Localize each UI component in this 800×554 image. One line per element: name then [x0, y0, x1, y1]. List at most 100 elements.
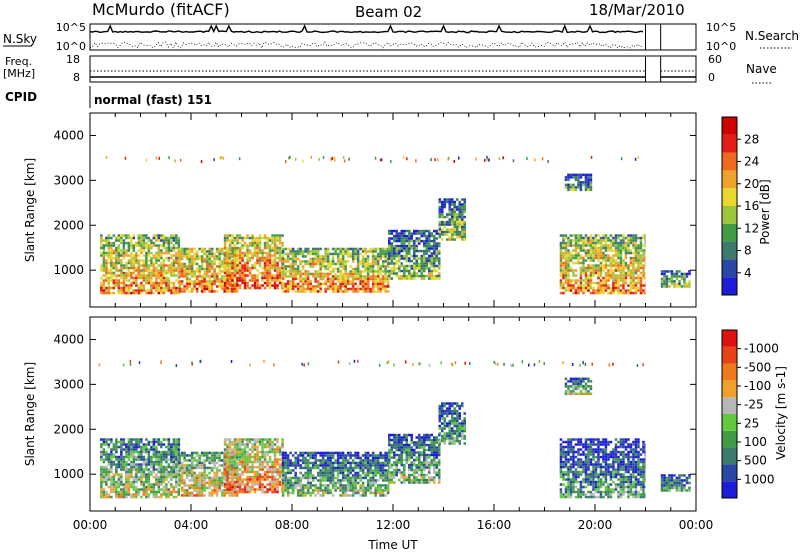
velocity-colorbar-tick-label: -500 [744, 360, 771, 374]
velocity-colorbar-segment [722, 447, 737, 465]
velocity-colorbar-tick-label: -100 [744, 379, 771, 393]
power-colorbar-segment [722, 259, 737, 278]
power-heatmap [100, 114, 691, 306]
scatter-region [564, 377, 593, 396]
date-title: 18/Mar/2010 [589, 1, 685, 19]
x-tick-label: 00:00 [73, 518, 108, 532]
power-colorbar-tick-label: 4 [744, 266, 752, 280]
velocity-colorbar-segment [722, 380, 737, 398]
x-tick-label: 12:00 [376, 518, 411, 532]
y-tick-label: 1000 [53, 263, 84, 277]
velocity-colorbar-segment [722, 481, 737, 498]
nsearch-label: N.Search [745, 29, 799, 43]
data-gap [645, 318, 661, 510]
velocity-panel: 1000 2000 3000 4000 00:00 04:00 08:00 12:00 16:… [23, 316, 714, 552]
nsky-tick-bottom: 10^0 [56, 40, 86, 53]
velocity-colorbar-segment [722, 414, 737, 431]
y-tick-label: 2000 [53, 422, 84, 436]
x-tick-label: 04:00 [174, 518, 209, 532]
velocity-colorbar: 1000 500 100 25 -25 -100 -500 -1000 [721, 329, 779, 499]
velocity-colorbar-frame [721, 329, 738, 499]
power-colorbar-segment [722, 117, 737, 135]
cpid-value: normal (fast) 151 [94, 93, 212, 107]
scatter-region [281, 247, 390, 293]
y-tick-label: 3000 [53, 377, 84, 391]
velocity-colorbar-tick-label: 500 [744, 454, 767, 468]
scatter-region [223, 438, 284, 494]
scatter-region [100, 234, 181, 295]
power-x-ticks [89, 113, 697, 307]
nsky-label: N.Sky [3, 32, 37, 46]
cpid-label: CPID [5, 90, 37, 104]
power-colorbar-segment [722, 152, 737, 171]
x-tick-label: 00:00 [679, 518, 714, 532]
power-colorbar-segment [722, 170, 737, 189]
scatter-region [281, 451, 390, 497]
scatter-region [660, 270, 691, 288]
nsky-frame [89, 23, 697, 51]
velocity-colorbar-tick-label: -25 [744, 398, 764, 412]
velocity-y-axis-label: Slant Range [km] [23, 362, 37, 466]
velocity-colorbar-label: Velocity [m s-1] [774, 366, 788, 460]
sparse-echoes [105, 155, 639, 164]
data-gap [645, 114, 661, 306]
x-tick-label: 08:00 [275, 518, 310, 532]
power-y-ticks: 1000 2000 3000 4000 [53, 128, 696, 277]
scatter-region [438, 402, 466, 445]
power-colorbar-segment [722, 188, 737, 206]
freq-tick-top: 18 [66, 53, 80, 66]
power-colorbar-tick-label: 16 [744, 199, 759, 213]
power-colorbar-segment [722, 134, 737, 153]
power-colorbar-tick-label: 12 [744, 221, 759, 235]
nsearch-trace [89, 41, 644, 49]
velocity-colorbar-segment [722, 363, 737, 381]
velocity-colorbar-segment [722, 430, 737, 448]
scatter-region [559, 438, 648, 499]
power-colorbar-tick-label: 8 [744, 244, 752, 258]
nsky-panel: N.Sky 10^5 10^0 10^5 10^0 N.Search [3, 21, 799, 53]
y-tick-label: 2000 [53, 218, 84, 232]
scatter-region [223, 234, 284, 290]
freq-label: Freq. [5, 55, 32, 68]
freq-panel: Freq. [MHz] 18 8 60 0 Nave [3, 53, 777, 84]
station-title: McMurdo (fitACF) [92, 0, 230, 19]
velocity-x-ticks: 00:00 04:00 08:00 12:00 16:00 20:00 00:00 [73, 317, 714, 532]
x-tick-label: 20:00 [578, 518, 613, 532]
freq-traces [90, 56, 696, 82]
nave-label: Nave [746, 62, 777, 76]
freq-unit-label: [MHz] [3, 67, 35, 80]
power-colorbar-label: Power [dB] [758, 179, 772, 244]
power-panel: 1000 2000 3000 4000 Slant Range [km] [23, 112, 697, 308]
velocity-y-ticks: 1000 2000 3000 4000 [53, 332, 696, 481]
scatter-region [559, 234, 648, 295]
nsearch-tick-top: 10^5 [706, 21, 736, 34]
velocity-colorbar-tick-label: -1000 [744, 342, 779, 356]
nsky-trace [89, 24, 644, 34]
x-tick-label: 16:00 [477, 518, 512, 532]
nave-tick-top: 60 [708, 53, 722, 66]
scatter-region [438, 198, 466, 241]
nave-tick-bottom: 0 [708, 71, 715, 84]
velocity-heatmap [98, 318, 691, 510]
scatter-region [100, 438, 181, 499]
scatter-region [564, 173, 593, 192]
power-colorbar-segment [722, 241, 737, 260]
scatter-region [388, 433, 441, 484]
power-colorbar: 4 8 12 16 20 24 28 [721, 116, 759, 296]
freq-frame [89, 55, 697, 83]
sparse-echoes [98, 359, 644, 368]
y-tick-label: 1000 [53, 467, 84, 481]
nsky-traces [89, 24, 662, 50]
velocity-colorbar-segment [722, 464, 737, 482]
power-y-axis-label: Slant Range [km] [23, 158, 37, 262]
power-colorbar-segment [722, 277, 737, 295]
nsky-tick-top: 10^5 [56, 21, 86, 34]
velocity-colorbar-segment [722, 397, 737, 414]
x-axis-label: Time UT [367, 538, 418, 552]
y-tick-label: 4000 [53, 128, 84, 142]
power-colorbar-tick-label: 24 [744, 155, 759, 169]
velocity-colorbar-segment [722, 346, 737, 364]
freq-tick-bottom: 8 [73, 71, 80, 84]
power-colorbar-tick-label: 28 [744, 132, 759, 146]
